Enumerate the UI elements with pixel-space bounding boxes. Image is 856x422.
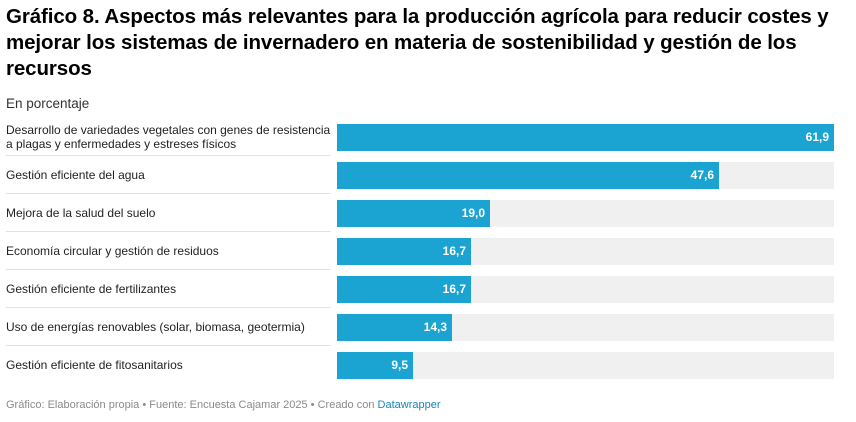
chart-title: Gráfico 8. Aspectos más relevantes para … bbox=[6, 5, 829, 80]
bar-track: 14,3 bbox=[337, 314, 834, 341]
bar-category-label: Uso de energías renovables (solar, bioma… bbox=[6, 319, 305, 334]
bar-value-label: 16,7 bbox=[442, 282, 466, 296]
bar-row: Gestión eficiente de fitosanitarios 9,5 bbox=[0, 346, 856, 384]
bar-row: Gestión eficiente de fertilizantes 16,7 bbox=[0, 270, 856, 308]
bar-category-label: Gestión eficiente del agua bbox=[6, 167, 145, 182]
bar bbox=[337, 238, 471, 265]
bar-value-label: 61,9 bbox=[805, 130, 829, 144]
bar bbox=[337, 314, 452, 341]
row-divider bbox=[6, 345, 331, 346]
row-divider bbox=[6, 307, 331, 308]
bar-track: 16,7 bbox=[337, 238, 834, 265]
bar-value-label: 47,6 bbox=[690, 168, 714, 182]
bar-category-label: Mejora de la salud del suelo bbox=[6, 205, 156, 220]
row-divider bbox=[6, 269, 331, 270]
bar-track: 19,0 bbox=[337, 200, 834, 227]
bar-value-label: 9,5 bbox=[391, 358, 408, 372]
bar bbox=[337, 200, 490, 227]
bar-row: Uso de energías renovables (solar, bioma… bbox=[0, 308, 856, 346]
bar-category-label: Gestión eficiente de fertilizantes bbox=[6, 281, 177, 296]
bar-category-label: Gestión eficiente de fitosanitarios bbox=[6, 357, 183, 372]
row-divider bbox=[6, 155, 331, 156]
bar-row: Gestión eficiente del agua 47,6 bbox=[0, 156, 856, 194]
bar-track: 9,5 bbox=[337, 352, 834, 379]
bar-value-label: 19,0 bbox=[461, 206, 485, 220]
bar-chart: Desarrollo de variedades vegetales con g… bbox=[0, 118, 856, 384]
bar-row: Economía circular y gestión de residuos 1… bbox=[0, 232, 856, 270]
bar-row: Mejora de la salud del suelo 19,0 bbox=[0, 194, 856, 232]
bar bbox=[337, 352, 413, 379]
bar bbox=[337, 276, 471, 303]
bar-track: 16,7 bbox=[337, 276, 834, 303]
row-divider bbox=[6, 231, 331, 232]
bar-category-label: Economía circular y gestión de residuos bbox=[6, 243, 219, 258]
footer-credits: Gráfico: Elaboración propia • Fuente: En… bbox=[6, 399, 378, 411]
bar-row: Desarrollo de variedades vegetales con g… bbox=[0, 118, 856, 156]
chart-subtitle: En porcentaje bbox=[6, 96, 90, 111]
bar bbox=[337, 162, 719, 189]
row-divider bbox=[6, 193, 331, 194]
bar-category-label: Desarrollo de variedades vegetales con g… bbox=[6, 122, 331, 151]
bar-track: 47,6 bbox=[337, 162, 834, 189]
bar-value-label: 14,3 bbox=[423, 320, 447, 334]
chart-footer: Gráfico: Elaboración propia • Fuente: En… bbox=[6, 399, 441, 411]
bar-value-label: 16,7 bbox=[442, 244, 466, 258]
datawrapper-link[interactable]: Datawrapper bbox=[377, 399, 441, 411]
bar bbox=[337, 124, 834, 151]
bar-track: 61,9 bbox=[337, 124, 834, 151]
